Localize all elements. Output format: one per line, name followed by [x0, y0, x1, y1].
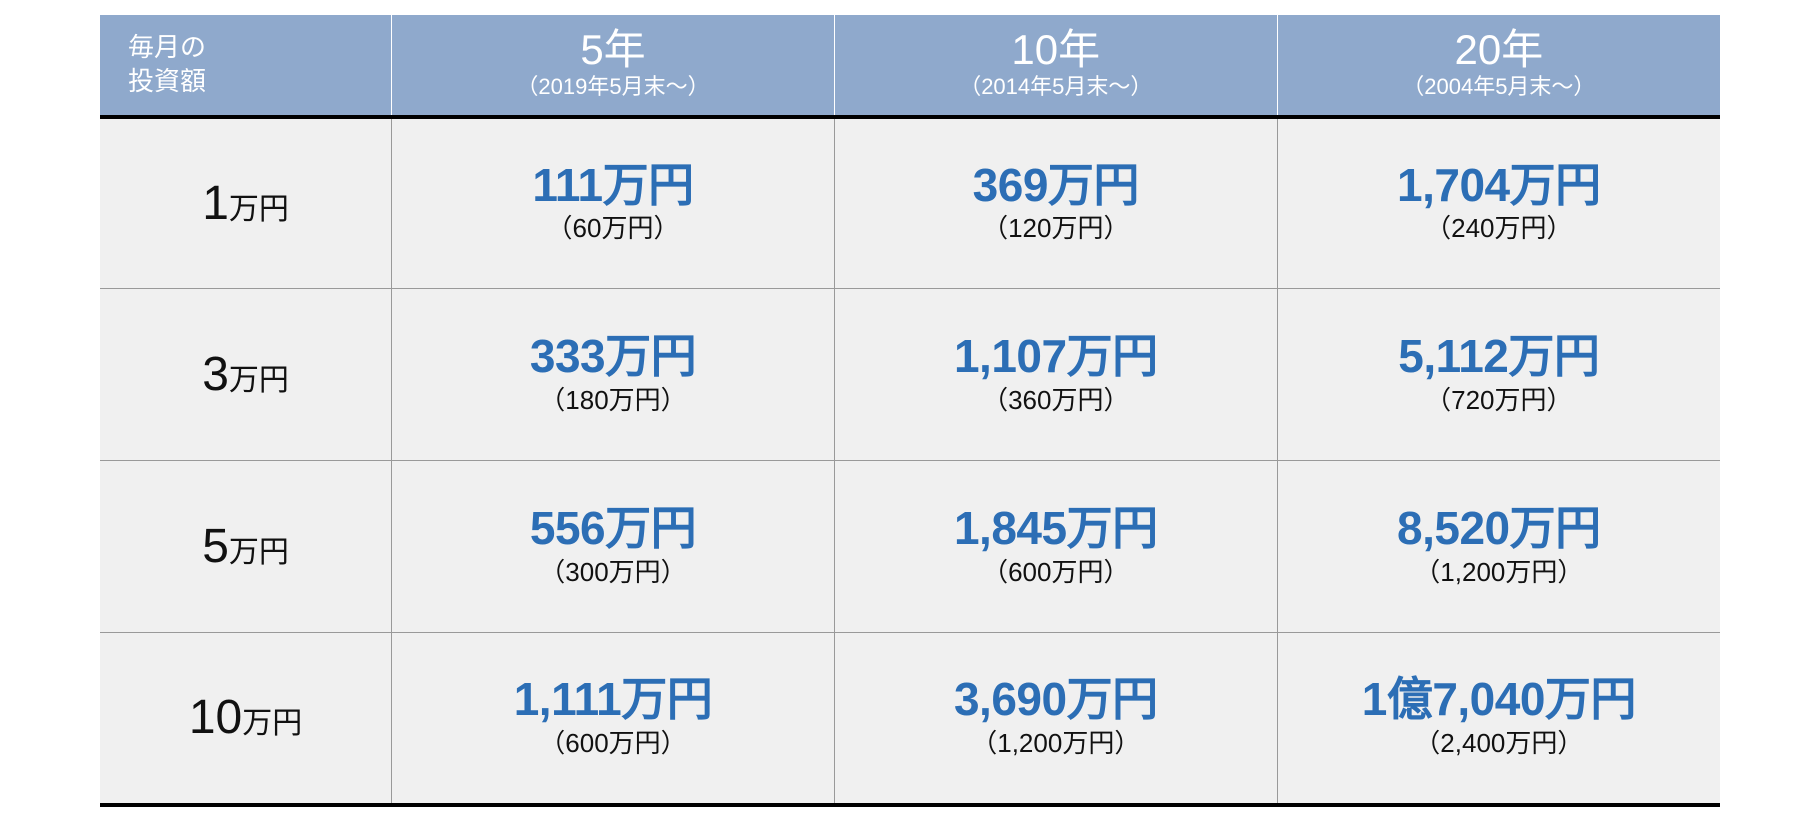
value-cell: 1,845万円 （600万円）: [834, 461, 1277, 633]
col-header-main: 10年: [843, 26, 1269, 74]
row-label-num: 5: [202, 520, 229, 573]
table-row: 1万円 111万円 （60万円） 369万円 （120万円） 1,704万円 （…: [100, 117, 1720, 289]
value-main: 1,107万円: [835, 331, 1277, 382]
value-main: 333万円: [392, 331, 834, 382]
row-label-unit: 万円: [229, 536, 289, 569]
value-sub: （1,200万円）: [835, 725, 1277, 761]
col-header-main: 20年: [1286, 26, 1712, 74]
row-label-num: 3: [202, 348, 229, 401]
value-sub: （120万円）: [835, 210, 1277, 246]
value-cell: 111万円 （60万円）: [392, 117, 835, 289]
col-header-5yr: 5年 （2019年5月末〜）: [392, 15, 835, 117]
value-sub: （600万円）: [835, 554, 1277, 590]
col-header-sub: （2014年5月末〜）: [843, 74, 1269, 99]
value-main: 1,704万円: [1278, 160, 1720, 211]
row-label-unit: 万円: [229, 193, 289, 226]
col-header-20yr: 20年 （2004年5月末〜）: [1277, 15, 1720, 117]
value-cell: 1,704万円 （240万円）: [1277, 117, 1720, 289]
value-main: 556万円: [392, 503, 834, 554]
table-header-row: 毎月の 投資額 5年 （2019年5月末〜） 10年 （2014年5月末〜） 2…: [100, 15, 1720, 117]
value-sub: （180万円）: [392, 382, 834, 418]
value-cell: 5,112万円 （720万円）: [1277, 289, 1720, 461]
col-header-10yr: 10年 （2014年5月末〜）: [834, 15, 1277, 117]
value-cell: 1,107万円 （360万円）: [834, 289, 1277, 461]
value-main: 3,690万円: [835, 674, 1277, 725]
row-label: 3万円: [100, 289, 392, 461]
value-sub: （300万円）: [392, 554, 834, 590]
value-sub: （60万円）: [392, 210, 834, 246]
row-label-num: 1: [202, 177, 229, 230]
row-label: 1万円: [100, 117, 392, 289]
col-header-sub: （2019年5月末〜）: [400, 74, 826, 99]
value-cell: 1,111万円 （600万円）: [392, 633, 835, 805]
row-label-unit: 万円: [229, 364, 289, 397]
value-main: 1億7,040万円: [1278, 674, 1720, 725]
value-main: 369万円: [835, 160, 1277, 211]
table-row: 10万円 1,111万円 （600万円） 3,690万円 （1,200万円） 1…: [100, 633, 1720, 805]
value-main: 111万円: [392, 160, 834, 211]
value-main: 5,112万円: [1278, 331, 1720, 382]
row-label: 10万円: [100, 633, 392, 805]
value-cell: 8,520万円 （1,200万円）: [1277, 461, 1720, 633]
row-label-unit: 万円: [242, 707, 302, 740]
value-sub: （600万円）: [392, 725, 834, 761]
corner-header: 毎月の 投資額: [100, 15, 392, 117]
row-label-num: 10: [189, 691, 242, 744]
corner-line1: 毎月の: [128, 32, 206, 62]
value-sub: （1,200万円）: [1278, 554, 1720, 590]
value-main: 8,520万円: [1278, 503, 1720, 554]
value-main: 1,845万円: [835, 503, 1277, 554]
value-sub: （360万円）: [835, 382, 1277, 418]
value-sub: （2,400万円）: [1278, 725, 1720, 761]
value-cell: 369万円 （120万円）: [834, 117, 1277, 289]
investment-table: 毎月の 投資額 5年 （2019年5月末〜） 10年 （2014年5月末〜） 2…: [100, 15, 1720, 807]
table-row: 5万円 556万円 （300万円） 1,845万円 （600万円） 8,520万…: [100, 461, 1720, 633]
value-cell: 3,690万円 （1,200万円）: [834, 633, 1277, 805]
corner-line2: 投資額: [128, 66, 206, 96]
value-cell: 556万円 （300万円）: [392, 461, 835, 633]
row-label: 5万円: [100, 461, 392, 633]
col-header-sub: （2004年5月末〜）: [1286, 74, 1712, 99]
value-cell: 333万円 （180万円）: [392, 289, 835, 461]
value-cell: 1億7,040万円 （2,400万円）: [1277, 633, 1720, 805]
value-main: 1,111万円: [392, 674, 834, 725]
col-header-main: 5年: [400, 26, 826, 74]
value-sub: （240万円）: [1278, 210, 1720, 246]
table-row: 3万円 333万円 （180万円） 1,107万円 （360万円） 5,112万…: [100, 289, 1720, 461]
value-sub: （720万円）: [1278, 382, 1720, 418]
investment-table-wrap: 毎月の 投資額 5年 （2019年5月末〜） 10年 （2014年5月末〜） 2…: [100, 15, 1720, 807]
